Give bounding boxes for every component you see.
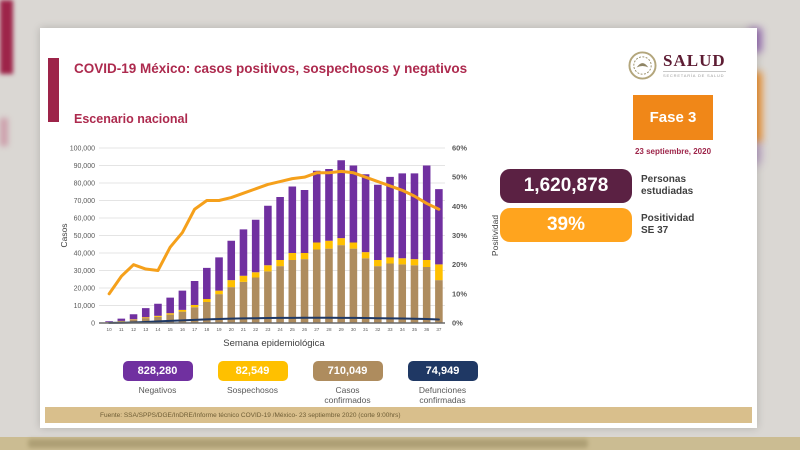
salud-tagline: SECRETARÍA DE SALUD xyxy=(663,71,726,78)
legend-label-defunciones: Defunciones confirmadas xyxy=(418,385,467,406)
source-bar: Fuente: SSA/SPPS/DGE/InDRE/Informe técni… xyxy=(45,407,752,423)
svg-text:50%: 50% xyxy=(452,173,467,182)
svg-text:29: 29 xyxy=(339,327,345,332)
svg-text:20,000: 20,000 xyxy=(74,286,96,293)
svg-text:25: 25 xyxy=(290,327,296,332)
stat-pill-positividad: 39% xyxy=(500,208,632,242)
svg-text:27: 27 xyxy=(314,327,320,332)
government-seal-icon xyxy=(628,50,657,80)
svg-text:10%: 10% xyxy=(452,289,467,298)
legend-pill-negativos: 828,280 xyxy=(122,361,193,381)
svg-text:20%: 20% xyxy=(452,260,467,269)
svg-text:70,000: 70,000 xyxy=(74,198,96,205)
svg-text:34: 34 xyxy=(400,327,406,332)
legend-label-confirmados: Casos confirmados xyxy=(324,385,371,406)
svg-text:35: 35 xyxy=(412,327,418,332)
stat-pill-personas: 1,620,878 xyxy=(500,169,632,203)
svg-text:30: 30 xyxy=(351,327,357,332)
svg-text:36: 36 xyxy=(424,327,430,332)
svg-text:Casos: Casos xyxy=(59,223,69,247)
svg-text:90,000: 90,000 xyxy=(74,163,96,170)
svg-text:14: 14 xyxy=(155,327,161,332)
bottom-banner-blurred-text xyxy=(28,439,588,448)
legend-item-negativos: 828,280 Negativos xyxy=(110,361,205,405)
legend-pill-sospechosos: 82,549 xyxy=(217,361,288,381)
svg-text:Positividad: Positividad xyxy=(490,215,500,256)
title-accent-bar xyxy=(48,58,59,122)
svg-text:37: 37 xyxy=(436,327,442,332)
phase-badge: Fase 3 xyxy=(633,95,713,140)
presentation-slide: COVID-19 México: casos positivos, sospec… xyxy=(40,28,757,428)
svg-text:0%: 0% xyxy=(452,319,463,328)
legend-label-negativos: Negativos xyxy=(138,385,177,395)
svg-text:16: 16 xyxy=(180,327,186,332)
svg-text:17: 17 xyxy=(192,327,198,332)
report-date: 23 septiembre, 2020 xyxy=(634,147,712,156)
legend-item-confirmados: 710,049 Casos confirmados xyxy=(300,361,395,405)
svg-text:40,000: 40,000 xyxy=(74,251,96,258)
source-text: Fuente: SSA/SPPS/DGE/InDRE/Informe técni… xyxy=(100,411,401,419)
background-red-shape-faint xyxy=(0,118,8,146)
svg-text:12: 12 xyxy=(131,327,137,332)
svg-text:24: 24 xyxy=(278,327,284,332)
svg-text:30%: 30% xyxy=(452,231,467,240)
svg-text:22: 22 xyxy=(253,327,259,332)
svg-text:60%: 60% xyxy=(452,144,467,153)
salud-wordmark: SALUD xyxy=(663,51,726,70)
svg-text:21: 21 xyxy=(241,327,247,332)
svg-text:100,000: 100,000 xyxy=(70,146,95,153)
bottom-banner-strip xyxy=(0,437,800,450)
svg-text:20: 20 xyxy=(229,327,235,332)
svg-text:30,000: 30,000 xyxy=(74,268,96,275)
salud-logo: SALUD SECRETARÍA DE SALUD xyxy=(628,47,753,83)
svg-text:18: 18 xyxy=(204,327,210,332)
legend-item-sospechosos: 82,549 Sospechosos xyxy=(205,361,300,405)
svg-text:15: 15 xyxy=(168,327,174,332)
svg-text:10: 10 xyxy=(107,327,113,332)
background-red-shape xyxy=(0,0,13,74)
svg-text:33: 33 xyxy=(387,327,393,332)
chart-legend: 828,280 Negativos 82,549 Sospechosos 710… xyxy=(110,361,510,405)
svg-text:26: 26 xyxy=(302,327,308,332)
svg-text:0: 0 xyxy=(91,321,95,328)
slide-title: COVID-19 México: casos positivos, sospec… xyxy=(74,61,468,76)
stat-personas-estudiadas: 1,620,878 Personas estudiadas xyxy=(500,169,750,203)
epidemic-chart: 0 10,000 20,000 30,000 40,000 50,000 60,000 70,… xyxy=(59,144,500,350)
svg-text:Semana epidemiológica: Semana epidemiológica xyxy=(223,338,325,349)
svg-text:10,000: 10,000 xyxy=(74,303,96,310)
legend-item-defunciones: 74,949 Defunciones confirmadas xyxy=(395,361,490,405)
svg-text:80,000: 80,000 xyxy=(74,181,96,188)
svg-text:19: 19 xyxy=(216,327,222,332)
svg-text:11: 11 xyxy=(119,327,124,332)
svg-text:40%: 40% xyxy=(452,202,467,211)
salud-logo-text: SALUD SECRETARÍA DE SALUD xyxy=(663,52,726,78)
svg-text:50,000: 50,000 xyxy=(74,233,96,240)
svg-text:60,000: 60,000 xyxy=(74,216,96,223)
stat-positividad: 39% Positividad SE 37 xyxy=(500,208,750,242)
legend-label-sospechosos: Sospechosos xyxy=(226,385,279,395)
svg-text:32: 32 xyxy=(375,327,381,332)
svg-text:28: 28 xyxy=(326,327,332,332)
slide-subtitle: Escenario nacional xyxy=(74,112,188,126)
legend-pill-defunciones: 74,949 xyxy=(407,361,478,381)
legend-pill-confirmados: 710,049 xyxy=(312,361,383,381)
svg-text:31: 31 xyxy=(363,327,369,332)
svg-text:23: 23 xyxy=(265,327,271,332)
stat-label-positividad: Positividad SE 37 xyxy=(641,212,695,237)
stat-label-personas: Personas estudiadas xyxy=(641,173,694,198)
svg-text:13: 13 xyxy=(143,327,149,332)
